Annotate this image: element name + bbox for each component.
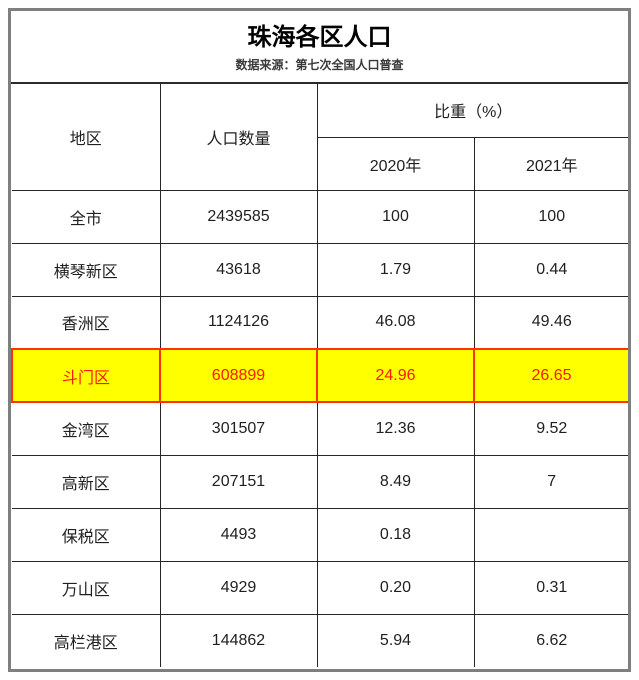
share-2020-cell: 0.18 — [316, 507, 475, 562]
region-cell: 高栏港区 — [12, 613, 161, 667]
population-table: 地区 人口数量 比重（%） 2020年 2021年 全市 2439585 100… — [11, 84, 628, 667]
population-cell: 207151 — [159, 454, 318, 509]
table-row: 万山区 4929 0.20 0.31 — [12, 560, 628, 615]
share-2020-cell: 0.20 — [316, 560, 475, 615]
table-row: 保税区 4493 0.18 — [12, 507, 628, 562]
population-cell: 1124126 — [159, 295, 318, 350]
share-2020-cell: 8.49 — [316, 454, 475, 509]
share-2020-cell: 5.94 — [316, 613, 475, 667]
share-2020-cell: 100 — [316, 189, 475, 244]
column-header-population: 人口数量 — [159, 84, 318, 191]
region-cell: 横琴新区 — [12, 242, 161, 297]
table-row: 香洲区 1124126 46.08 49.46 — [12, 295, 628, 350]
table-body: 全市 2439585 100 100 横琴新区 43618 1.79 0.44 … — [11, 189, 628, 667]
column-header-2021: 2021年 — [473, 136, 628, 191]
column-header-share: 比重（%） — [316, 84, 628, 138]
table-header-block: 珠海各区人口 数据来源：第七次全国人口普查 — [11, 11, 628, 84]
column-header-2020: 2020年 — [317, 136, 475, 191]
region-cell: 保税区 — [12, 507, 161, 562]
population-cell: 4493 — [159, 507, 318, 562]
header-row-1: 地区 人口数量 比重（%） — [12, 84, 628, 191]
table-head: 地区 人口数量 比重（%） 2020年 2021年 — [12, 84, 628, 191]
region-cell: 高新区 — [12, 454, 161, 509]
table-row-highlighted: 斗门区 608899 24.96 26.65 — [11, 348, 628, 403]
region-cell: 香洲区 — [12, 295, 161, 350]
share-2021-cell: 0.44 — [473, 242, 628, 297]
region-cell: 万山区 — [12, 560, 161, 615]
share-2021-cell: 49.46 — [473, 295, 628, 350]
panel-frame: 珠海各区人口 数据来源：第七次全国人口普查 地区 人口数量 比重（%） 2020… — [8, 8, 631, 672]
region-cell: 金湾区 — [12, 401, 161, 456]
share-2020-cell: 46.08 — [316, 295, 475, 350]
data-source-subtitle: 数据来源：第七次全国人口普查 — [235, 57, 404, 72]
column-header-region: 地区 — [12, 84, 161, 191]
share-2021-cell — [473, 507, 628, 562]
share-2021-cell: 100 — [473, 189, 628, 244]
region-cell: 斗门区 — [11, 348, 161, 403]
population-cell: 608899 — [159, 348, 318, 403]
share-2020-cell: 24.96 — [316, 348, 475, 403]
table-row: 高栏港区 144862 5.94 6.62 — [12, 613, 628, 667]
share-2021-cell: 26.65 — [472, 348, 628, 403]
table-row: 横琴新区 43618 1.79 0.44 — [12, 242, 628, 297]
table-row: 金湾区 301507 12.36 9.52 — [12, 401, 628, 456]
population-cell: 2439585 — [159, 189, 318, 244]
share-2021-cell: 7 — [473, 454, 628, 509]
header-row-2: 2020年 2021年 — [12, 136, 628, 191]
share-2020-cell: 1.79 — [316, 242, 475, 297]
population-cell: 301507 — [159, 401, 318, 456]
table-row: 高新区 207151 8.49 7 — [12, 454, 628, 509]
population-cell: 144862 — [159, 613, 318, 667]
population-cell: 43618 — [159, 242, 318, 297]
share-2020-cell: 12.36 — [316, 401, 475, 456]
page-title: 珠海各区人口 — [247, 24, 392, 52]
share-2021-cell: 6.62 — [473, 613, 628, 667]
table-row: 全市 2439585 100 100 — [12, 189, 628, 244]
share-2021-cell: 0.31 — [473, 560, 628, 615]
share-2021-cell: 9.52 — [473, 401, 628, 456]
region-cell: 全市 — [12, 189, 161, 244]
population-cell: 4929 — [159, 560, 318, 615]
